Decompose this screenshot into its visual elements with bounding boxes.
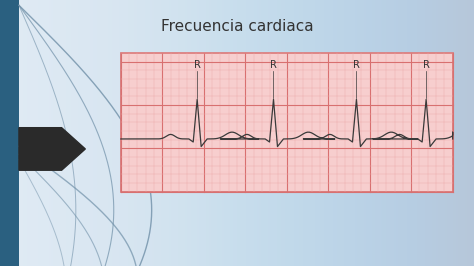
- Text: R: R: [423, 60, 429, 70]
- Text: R: R: [353, 60, 360, 70]
- Text: R: R: [270, 60, 277, 70]
- Text: R: R: [194, 60, 201, 70]
- FancyBboxPatch shape: [121, 53, 453, 192]
- FancyBboxPatch shape: [0, 0, 19, 266]
- Text: Frecuencia cardiaca: Frecuencia cardiaca: [161, 19, 313, 34]
- Polygon shape: [19, 128, 85, 170]
